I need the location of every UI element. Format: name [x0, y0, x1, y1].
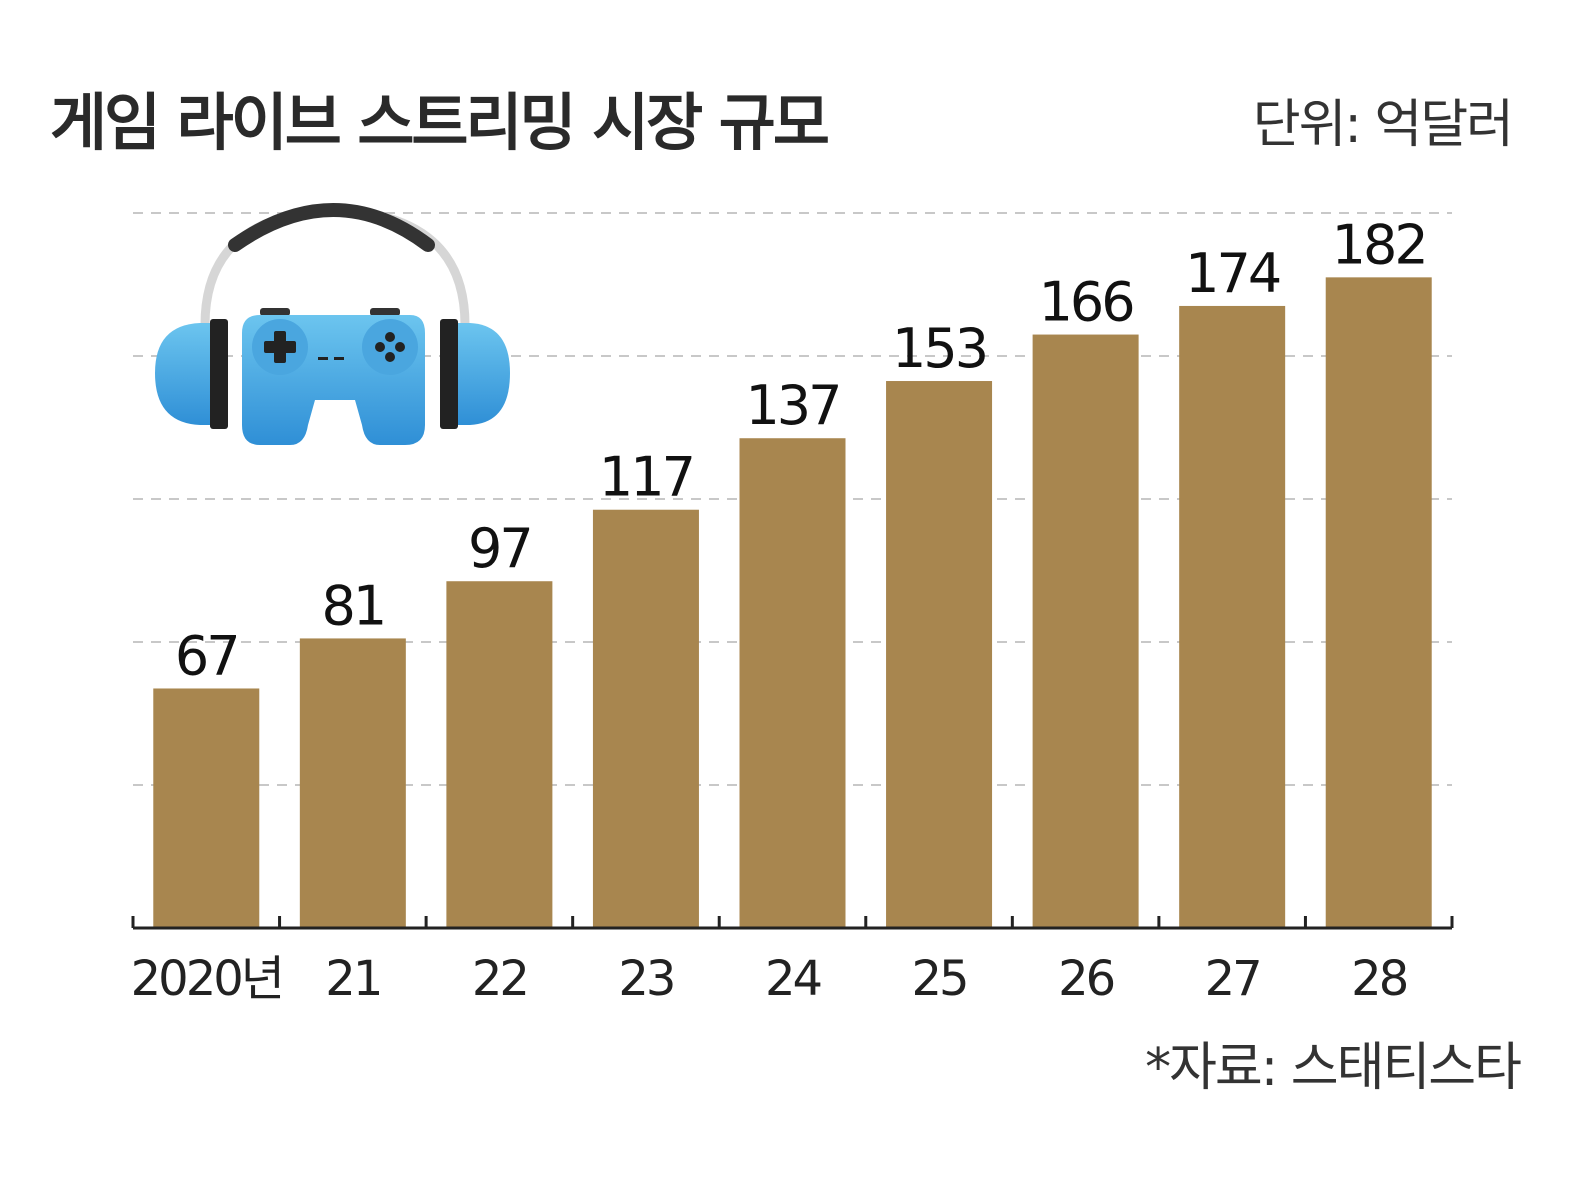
- data-label: 182: [1332, 213, 1426, 276]
- data-label: 153: [892, 317, 986, 380]
- data-label: 97: [468, 517, 531, 580]
- data-label: 137: [745, 374, 839, 437]
- bar: [446, 581, 553, 928]
- bar: [886, 381, 993, 928]
- x-tick-label: 22: [472, 951, 527, 1007]
- gaming-headset-controller-icon: [155, 203, 510, 445]
- chart-title: 게임 라이브 스트리밍 시장 규모: [50, 86, 830, 159]
- data-label: 174: [1185, 242, 1280, 305]
- x-tick-label: 23: [618, 951, 673, 1007]
- bar: [1032, 334, 1139, 928]
- data-label: 67: [175, 624, 238, 687]
- x-tick-label: 21: [325, 951, 380, 1007]
- bar: [739, 438, 846, 928]
- x-tick-label: 2020년: [131, 951, 282, 1007]
- data-label: 166: [1039, 271, 1133, 334]
- unit-label: 단위: 억달러: [1252, 95, 1514, 155]
- data-label: 117: [599, 446, 693, 509]
- x-tick-label: 25: [912, 951, 967, 1007]
- bar: [153, 688, 260, 928]
- data-label: 81: [321, 574, 384, 637]
- x-tick-label: 28: [1351, 951, 1407, 1007]
- bar: [1179, 305, 1286, 928]
- bar: [592, 509, 699, 928]
- x-tick-label: 27: [1205, 951, 1260, 1007]
- x-tick-label: 26: [1058, 951, 1114, 1007]
- x-tick-label: 24: [765, 951, 821, 1007]
- bar: [1325, 277, 1432, 929]
- bar: [299, 638, 406, 928]
- source-note: *자료: 스태티스타: [1145, 1038, 1522, 1098]
